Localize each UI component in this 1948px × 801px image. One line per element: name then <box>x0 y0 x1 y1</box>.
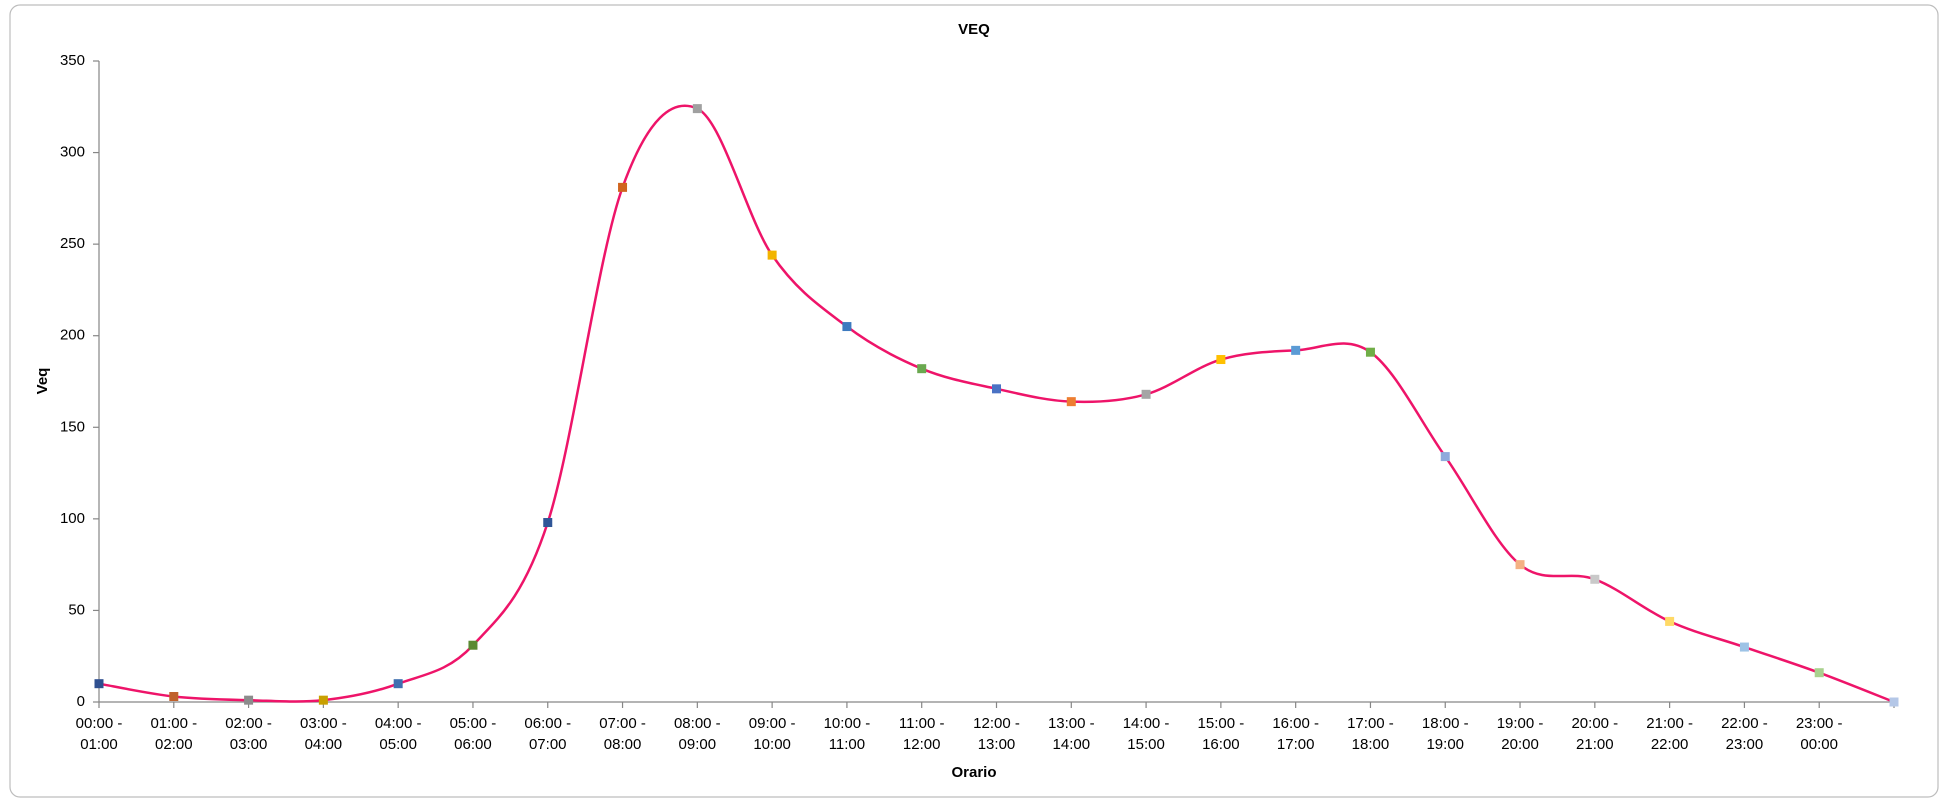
marker <box>393 679 403 689</box>
y-tick-label: 250 <box>60 235 85 252</box>
marker <box>318 695 328 705</box>
x-tick-label: 07:00 -08:00 <box>599 715 646 753</box>
x-tick-label: 19:00 -20:00 <box>1497 715 1544 753</box>
x-tick-label: 04:00 -05:00 <box>375 715 422 753</box>
x-tick-label: 14:00 -15:00 <box>1123 715 1170 753</box>
data-line <box>98 104 1895 704</box>
marker <box>917 364 927 374</box>
marker <box>1216 355 1226 365</box>
x-tick-label: 21:00 -22:00 <box>1646 715 1693 753</box>
marker <box>1440 452 1450 462</box>
marker <box>1739 642 1749 652</box>
marker <box>1291 345 1301 355</box>
x-tick-label: 06:00 -07:00 <box>524 715 571 753</box>
marker <box>618 182 628 192</box>
x-tick-label: 20:00 -21:00 <box>1571 715 1618 753</box>
x-tick-label: 03:00 -04:00 <box>300 715 347 753</box>
marker <box>692 104 702 114</box>
y-tick-label: 0 <box>77 693 85 710</box>
chart-border <box>9 4 1939 798</box>
marker <box>94 679 104 689</box>
x-tick-label: 05:00 -06:00 <box>450 715 497 753</box>
chart-title: VEQ <box>958 21 990 38</box>
x-tick-label: 10:00 -11:00 <box>824 715 871 753</box>
x-tick-label: 22:00 -23:00 <box>1721 715 1768 753</box>
marker <box>543 518 553 528</box>
x-tick-label: 18:00 -19:00 <box>1422 715 1469 753</box>
x-tick-label: 17:00 -18:00 <box>1347 715 1394 753</box>
x-tick-label: 08:00 -09:00 <box>674 715 721 753</box>
marker <box>842 322 852 332</box>
x-tick-label: 16:00 -17:00 <box>1272 715 1319 753</box>
y-tick-label: 200 <box>60 327 85 344</box>
x-tick-label: 23:00 -00:00 <box>1796 715 1843 753</box>
marker <box>1665 616 1675 626</box>
marker <box>992 384 1001 394</box>
x-tick-label: 00:00 -01:00 <box>76 715 123 753</box>
x-tick-label: 15:00 -16:00 <box>1198 715 1245 753</box>
marker <box>1066 397 1076 407</box>
x-tick-label: 13:00 -14:00 <box>1048 715 1095 753</box>
x-tick-label: 11:00 -12:00 <box>899 715 945 753</box>
marker <box>169 692 179 702</box>
y-tick-label: 300 <box>60 144 85 161</box>
y-tick-label: 100 <box>60 510 85 527</box>
marker <box>1814 668 1824 678</box>
marker <box>468 640 478 650</box>
x-axis-label: Orario <box>951 764 996 781</box>
marker <box>1889 697 1899 707</box>
x-tick-label: 09:00 -10:00 <box>749 715 796 753</box>
x-tick-label: 01:00 -02:00 <box>150 715 197 753</box>
y-tick-label: 150 <box>60 418 85 435</box>
y-tick-label: 50 <box>68 601 85 618</box>
x-tick-label: 12:00 -13:00 <box>973 715 1020 753</box>
y-tick-label: 350 <box>60 52 85 69</box>
marker <box>1365 347 1375 357</box>
marker <box>767 250 777 260</box>
marker <box>244 695 254 705</box>
y-axis-label: Veq <box>34 368 51 395</box>
x-tick-label: 02:00 -03:00 <box>225 715 272 753</box>
marker <box>1141 389 1151 399</box>
marker <box>1515 560 1525 570</box>
marker <box>1590 574 1600 584</box>
